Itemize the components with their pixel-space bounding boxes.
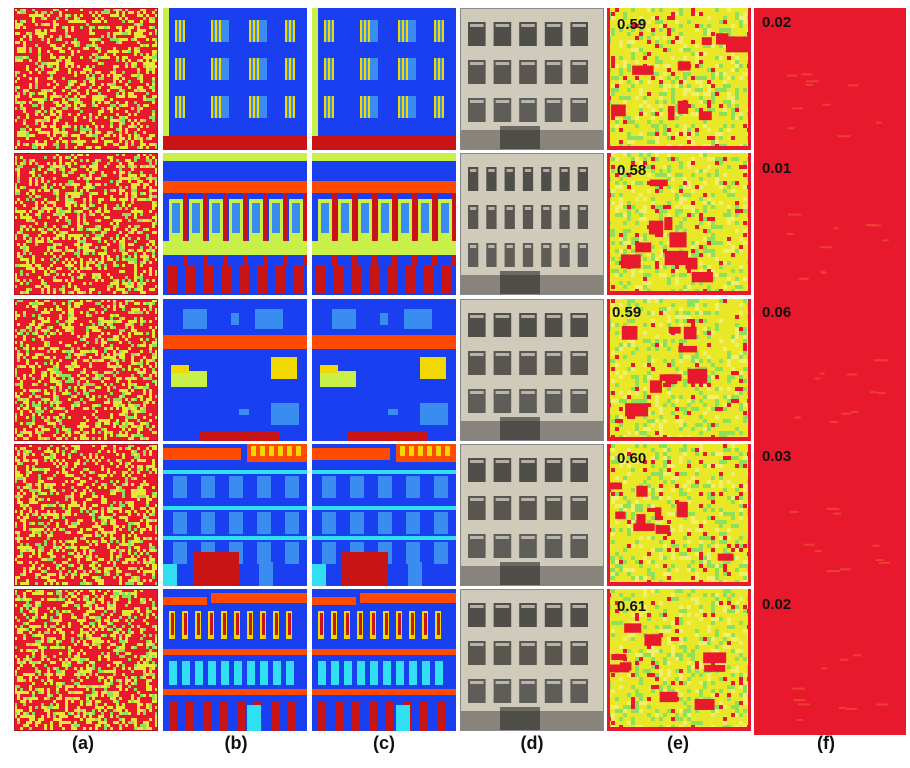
panel-label-b: (b) [224, 733, 248, 753]
label-map-tile [312, 153, 456, 295]
panel-label-a: (a) [72, 733, 94, 753]
heatmap-tile [607, 8, 751, 150]
label-map-tile [163, 299, 307, 441]
facade-photo-tile [460, 153, 604, 295]
score-e-row-1: 0.59 [617, 16, 647, 33]
noise-tile [14, 8, 158, 150]
label-map-tile [163, 153, 307, 295]
heatmap-tile [607, 444, 751, 586]
label-map-tile [312, 299, 456, 441]
score-e-row-4: 0.60 [617, 450, 647, 467]
score-f-row-5: 0.02 [762, 596, 792, 613]
label-map-tile [312, 589, 456, 731]
noise-tile [14, 444, 158, 586]
score-e-row-2: 0.58 [617, 162, 647, 179]
heatmap-tile [607, 589, 751, 731]
label-map-tile [312, 8, 456, 150]
label-map-tile [312, 444, 456, 586]
heatmap-tile [607, 299, 751, 441]
facade-photo-tile [460, 444, 604, 586]
score-f-row-2: 0.01 [762, 160, 792, 177]
noise-tile [14, 589, 158, 731]
score-e-row-5: 0.61 [617, 598, 647, 615]
score-f-row-1: 0.02 [762, 14, 792, 31]
panel-label-c: (c) [373, 733, 395, 753]
noise-tile [14, 153, 158, 295]
score-f-row-3: 0.06 [762, 304, 792, 321]
heatmap-tile [754, 153, 906, 299]
panel-label-d: (d) [520, 733, 544, 753]
label-map-tile [163, 444, 307, 586]
panel-label-f: (f) [817, 733, 835, 753]
facade-photo-tile [460, 299, 604, 441]
score-e-row-3: 0.59 [612, 304, 642, 321]
heatmap-tile [754, 299, 906, 445]
heatmap-tile [754, 8, 906, 154]
heatmap-tile [754, 444, 906, 590]
facade-photo-tile [460, 8, 604, 150]
heatmap-tile [754, 589, 906, 735]
facade-photo-tile [460, 589, 604, 731]
heatmap-tile [607, 153, 751, 295]
score-f-row-4: 0.03 [762, 448, 792, 465]
noise-tile [14, 299, 158, 441]
label-map-tile [163, 589, 307, 731]
label-map-tile [163, 8, 307, 150]
panel-label-e: (e) [667, 733, 689, 753]
